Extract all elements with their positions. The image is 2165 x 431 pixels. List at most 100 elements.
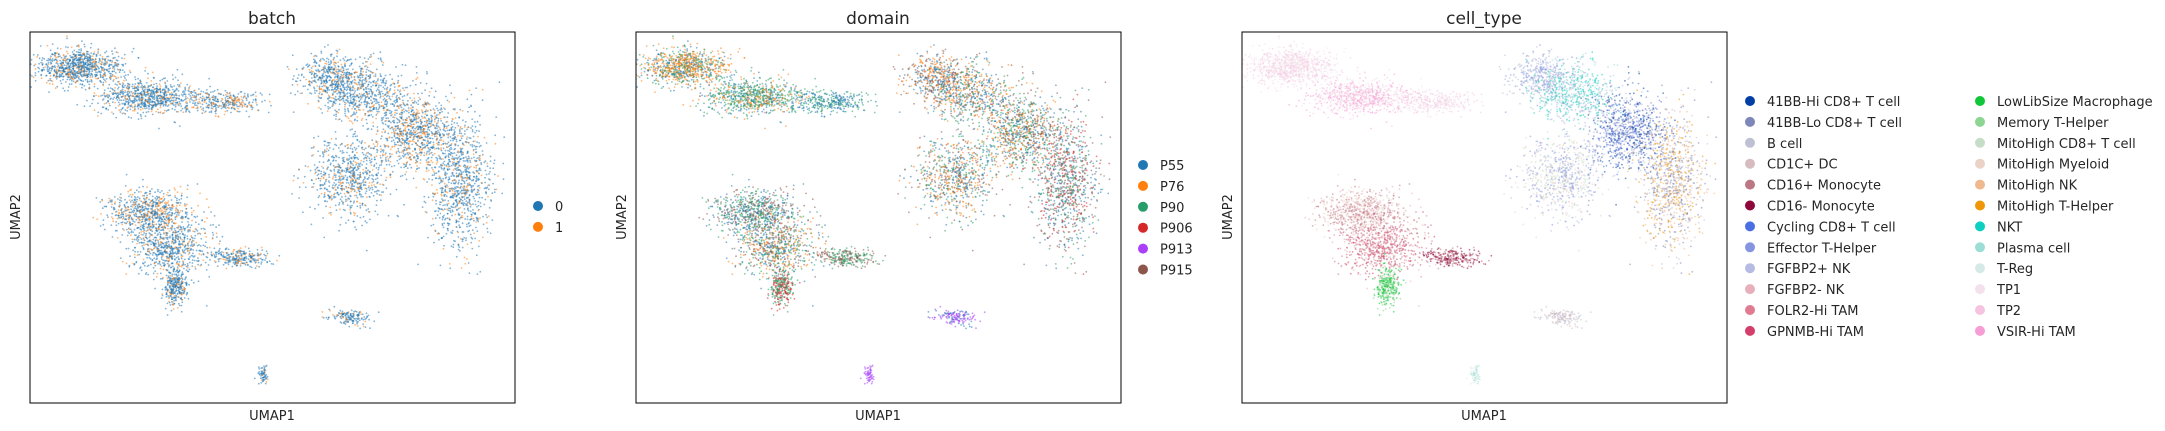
cell-point	[427, 140, 429, 143]
cell-point	[457, 236, 460, 238]
cell-point	[75, 50, 78, 53]
cell-point	[463, 144, 465, 147]
cell-point	[80, 68, 82, 71]
cell-point	[131, 85, 134, 88]
cell-point	[353, 92, 356, 94]
cell-point	[462, 160, 465, 162]
cell-point	[351, 128, 353, 131]
cell-point	[416, 110, 419, 112]
cell-point	[325, 78, 328, 80]
cell-point	[376, 213, 379, 216]
cell-point	[293, 175, 295, 177]
cell-point	[97, 52, 99, 55]
cell-point	[96, 87, 99, 90]
cell-point	[145, 107, 148, 109]
cell-point	[385, 105, 388, 108]
cell-point	[398, 121, 401, 124]
cell-point	[381, 191, 383, 194]
cell-point	[470, 189, 473, 192]
cell-point	[170, 91, 173, 94]
cell-point	[119, 93, 122, 96]
cell-point	[245, 110, 248, 113]
cell-point	[79, 83, 82, 85]
cell-point	[424, 110, 427, 113]
cell-point	[396, 141, 399, 143]
cell-point	[444, 199, 446, 202]
cell-point	[406, 94, 409, 96]
cell-point	[99, 62, 102, 65]
cell-point	[57, 53, 60, 56]
cell-point	[143, 92, 146, 95]
cell-point	[289, 92, 292, 94]
cell-point	[471, 237, 474, 240]
cell-point	[475, 180, 477, 183]
cell-point	[90, 79, 93, 82]
cell-point	[406, 139, 408, 142]
cell-point	[391, 78, 394, 81]
cell-point	[90, 65, 93, 68]
cell-point	[175, 94, 178, 97]
cell-point	[427, 157, 429, 160]
cell-point	[436, 138, 438, 140]
cell-point	[447, 162, 450, 165]
cell-point	[344, 112, 346, 115]
cell-point	[208, 100, 211, 103]
cell-point	[313, 86, 315, 89]
cell-point	[426, 181, 428, 183]
cell-point	[460, 137, 463, 140]
cell-point	[348, 83, 351, 85]
cell-point	[410, 110, 413, 112]
cell-point	[89, 73, 91, 75]
cell-point	[91, 98, 94, 101]
cell-point	[371, 92, 373, 95]
cell-point	[370, 96, 373, 98]
cell-point	[472, 178, 475, 181]
cell-point	[459, 130, 461, 133]
cell-point	[159, 100, 162, 103]
cell-point	[372, 105, 374, 108]
cell-point	[451, 162, 454, 165]
cell-point	[254, 98, 257, 101]
cell-point	[435, 203, 437, 205]
cell-point	[91, 76, 94, 78]
cell-point	[305, 78, 307, 81]
cell-point	[442, 199, 444, 202]
cell-point	[346, 107, 349, 110]
cell-point	[450, 148, 453, 151]
cell-point	[101, 94, 104, 97]
cell-point	[214, 115, 217, 118]
cell-point	[445, 121, 448, 123]
cell-point	[444, 156, 447, 159]
cell-point	[350, 76, 353, 79]
cell-point	[343, 59, 346, 62]
cell-point	[424, 139, 427, 142]
cell-point	[379, 93, 381, 96]
cell-point	[55, 68, 58, 71]
cell-point	[325, 60, 328, 63]
cell-point	[174, 99, 177, 102]
cell-point	[473, 188, 475, 191]
cell-point	[489, 178, 491, 181]
cell-point	[448, 150, 451, 153]
cell-point	[60, 62, 62, 65]
cell-point	[37, 70, 40, 73]
cell-point	[373, 104, 375, 106]
cell-point	[384, 82, 387, 85]
cell-point	[226, 109, 229, 112]
cell-point	[337, 68, 340, 71]
cell-point	[333, 63, 335, 66]
cell-point	[429, 137, 432, 140]
cell-point	[210, 110, 213, 112]
cell-point	[163, 88, 166, 91]
cell-point	[95, 55, 98, 58]
cell-point	[397, 147, 400, 150]
cell-point	[157, 88, 160, 91]
cell-point	[131, 51, 134, 53]
cell-point	[376, 143, 379, 145]
cell-point	[351, 95, 354, 98]
cell-point	[170, 103, 172, 105]
cell-point	[419, 98, 422, 101]
cell-point	[452, 243, 455, 246]
cell-point	[62, 76, 65, 78]
cell-point	[370, 110, 373, 112]
